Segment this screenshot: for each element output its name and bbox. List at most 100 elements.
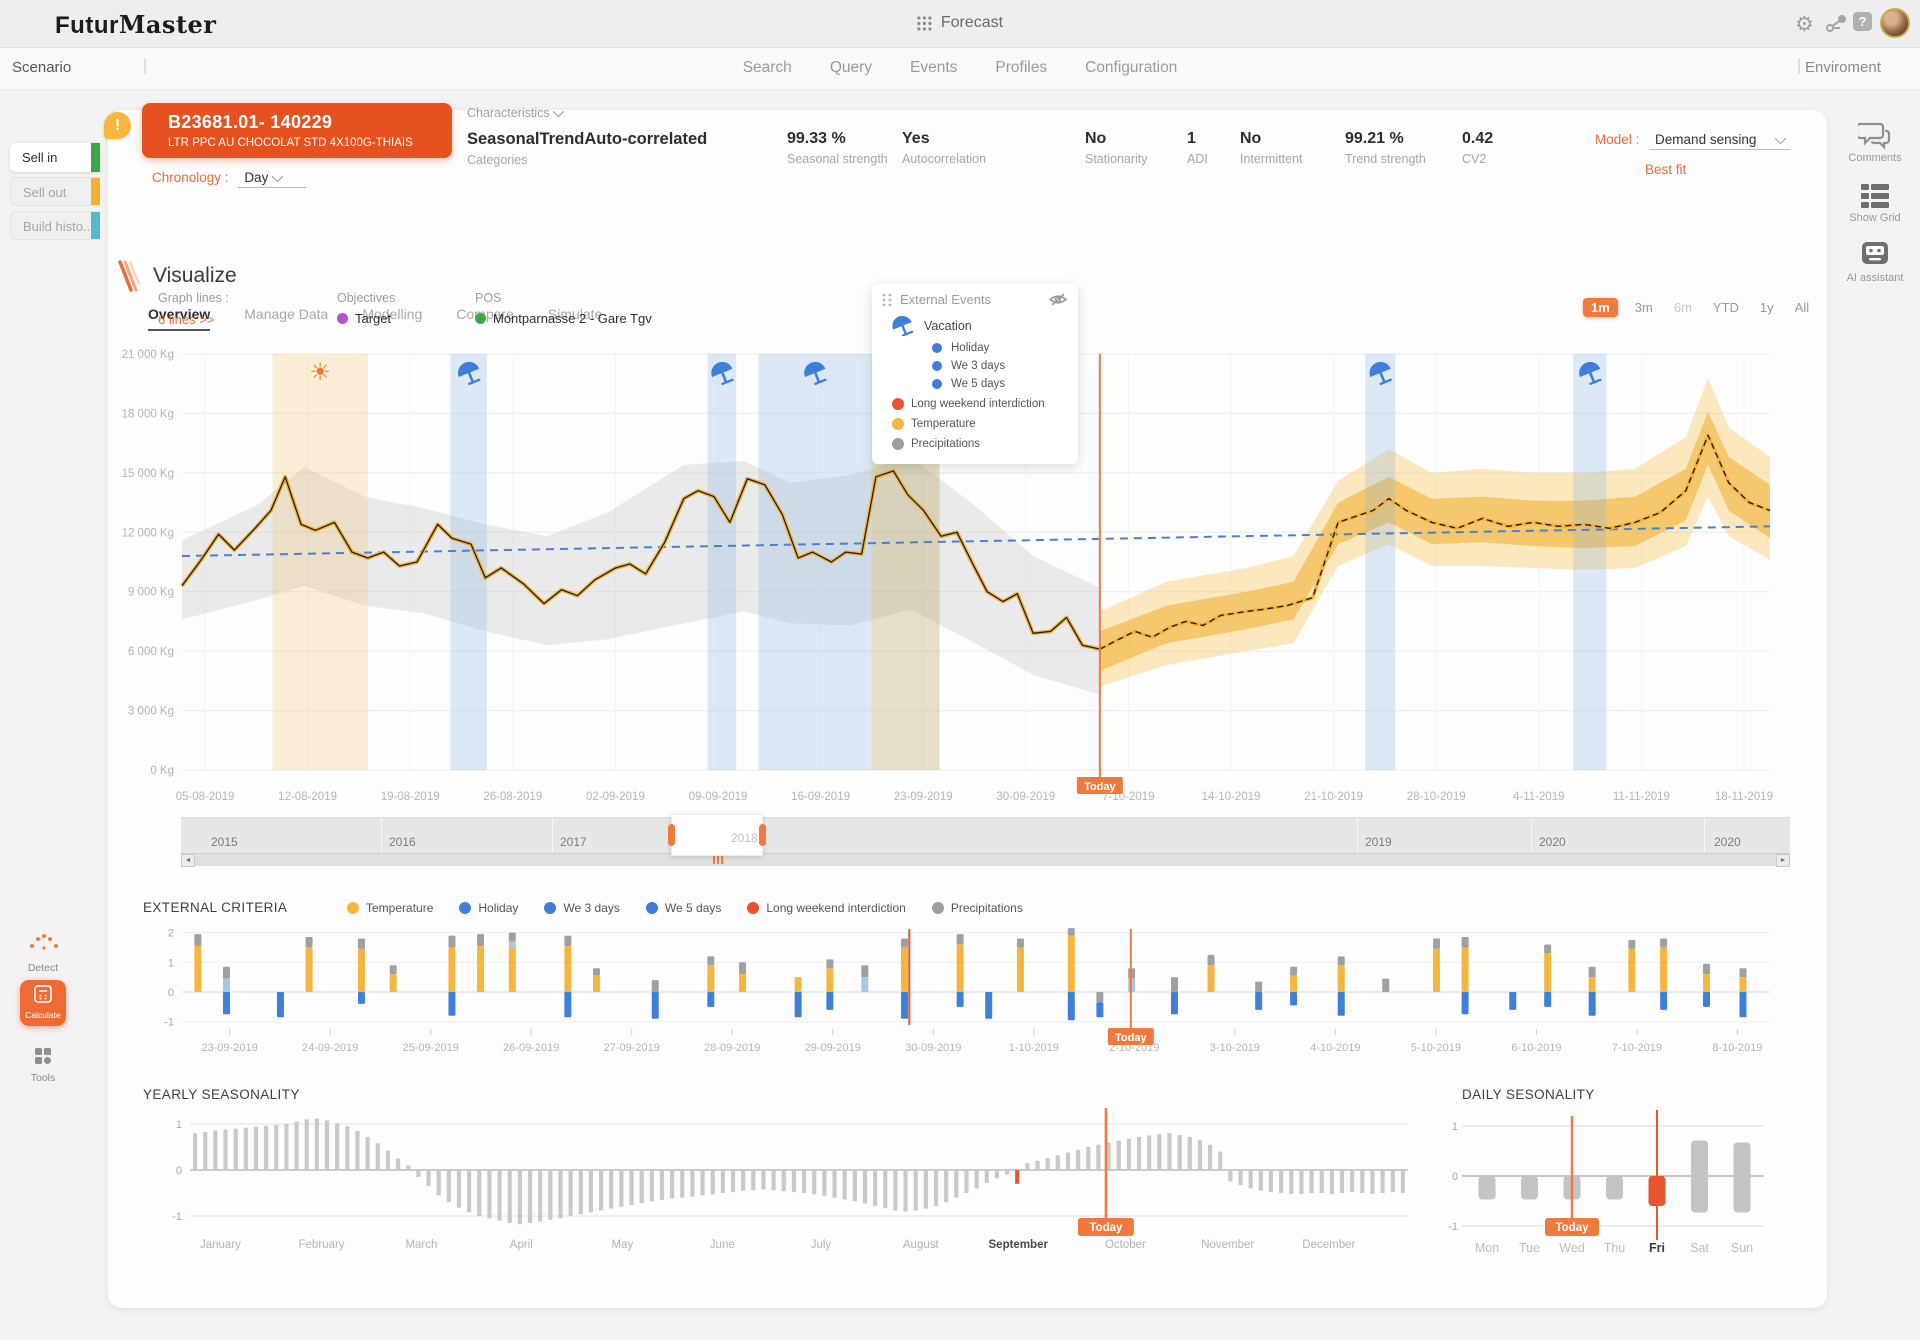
criteria-bar-segment[interactable] xyxy=(564,945,572,992)
side-tab-build-histo[interactable]: Build histo... xyxy=(10,211,100,240)
timeline-selection-window[interactable] xyxy=(668,814,766,856)
criteria-bar-segment[interactable] xyxy=(1739,992,1747,1018)
criteria-bar-segment[interactable] xyxy=(1739,977,1747,992)
criteria-bar-segment[interactable] xyxy=(739,974,747,992)
legend-we3days[interactable]: We 3 days xyxy=(544,901,620,915)
criteria-bar-segment[interactable] xyxy=(592,975,600,992)
criteria-bar-segment[interactable] xyxy=(276,992,284,1018)
yearly-bar[interactable] xyxy=(588,1170,594,1213)
yearly-bar[interactable] xyxy=(243,1127,248,1170)
timeline-bar[interactable]: 2015 2016 2017 2019 2020 2020 xyxy=(181,817,1790,854)
criteria-bar-segment[interactable] xyxy=(861,965,869,978)
yearly-bar[interactable] xyxy=(1076,1149,1081,1170)
range-all[interactable]: All xyxy=(1794,300,1810,315)
yearly-bar[interactable] xyxy=(274,1124,279,1170)
yearly-bar[interactable] xyxy=(801,1170,807,1193)
yearly-bar[interactable] xyxy=(822,1170,827,1196)
criteria-bar-segment[interactable] xyxy=(861,977,869,992)
criteria-bar-segment[interactable] xyxy=(1544,992,1552,1007)
range-1m[interactable]: 1m xyxy=(1583,298,1618,317)
yearly-bar[interactable] xyxy=(1289,1170,1294,1194)
criteria-bar-segment[interactable] xyxy=(1588,992,1596,1016)
yearly-bar[interactable] xyxy=(913,1170,918,1211)
yearly-bar[interactable] xyxy=(923,1170,928,1209)
yearly-bar[interactable] xyxy=(385,1150,391,1170)
yearly-bar[interactable] xyxy=(1126,1138,1131,1170)
timeline-range-selector[interactable]: 2015 2016 2017 2019 2020 2020 ◄ ► 2018 xyxy=(181,814,1790,867)
user-avatar[interactable] xyxy=(1880,8,1910,38)
yearly-bar[interactable] xyxy=(527,1170,533,1223)
yearly-bar[interactable] xyxy=(406,1165,411,1170)
yearly-bar[interactable] xyxy=(1207,1144,1213,1170)
yearly-bar[interactable] xyxy=(1279,1170,1284,1193)
vacation-group[interactable]: Vacation xyxy=(890,316,1078,336)
criteria-bar-segment[interactable] xyxy=(956,934,964,945)
criteria-bar-segment[interactable] xyxy=(1337,992,1345,1016)
criteria-bar-segment[interactable] xyxy=(1171,992,1178,1015)
yearly-bar[interactable] xyxy=(1157,1134,1162,1170)
criteria-bar-segment[interactable] xyxy=(1544,944,1552,954)
help-icon[interactable]: ? xyxy=(1853,12,1872,31)
criteria-bar-segment[interactable] xyxy=(794,992,802,1018)
criteria-bar-segment[interactable] xyxy=(1337,965,1345,992)
yearly-bar[interactable] xyxy=(467,1170,472,1213)
criteria-bar-segment[interactable] xyxy=(1067,928,1075,936)
yearly-bar[interactable] xyxy=(1268,1170,1274,1193)
yearly-bar[interactable] xyxy=(1106,1142,1111,1170)
event-band-umbrella[interactable] xyxy=(450,354,487,770)
criteria-bar-segment[interactable] xyxy=(1588,966,1596,978)
yearly-bar[interactable] xyxy=(365,1136,370,1170)
yearly-bar[interactable] xyxy=(690,1170,695,1197)
side-tab-sell-out[interactable]: Sell out xyxy=(10,177,100,206)
criteria-bar-segment[interactable] xyxy=(508,941,516,948)
criteria-bar-segment[interactable] xyxy=(1171,977,1178,992)
yearly-bar[interactable] xyxy=(1136,1136,1142,1170)
main-forecast-chart[interactable]: 21 000 Kg 18 000 Kg 15 000 Kg 12 000 Kg 9 00… xyxy=(120,340,1780,815)
tab-overview[interactable]: Overview xyxy=(148,306,211,331)
yearly-bar[interactable] xyxy=(1218,1151,1223,1170)
yearly-bar[interactable] xyxy=(314,1118,319,1170)
yearly-bar[interactable] xyxy=(436,1170,441,1196)
timeline-scroll-right[interactable]: ► xyxy=(1776,854,1790,867)
event-precipitations[interactable]: Precipitations xyxy=(892,438,1078,450)
external-events-panel[interactable]: External Events Vacation Holiday We 3 da… xyxy=(872,284,1078,464)
range-1y[interactable]: 1y xyxy=(1759,300,1774,315)
criteria-bar-segment[interactable] xyxy=(222,966,230,979)
yearly-bar[interactable] xyxy=(192,1133,198,1170)
criteria-bar-segment[interactable] xyxy=(194,934,202,946)
scenario-menu[interactable]: Scenario xyxy=(12,59,72,76)
criteria-bar-segment[interactable] xyxy=(194,945,202,992)
criteria-bar-segment[interactable] xyxy=(1544,953,1552,992)
criteria-bar-segment[interactable] xyxy=(508,947,516,992)
yearly-bar[interactable] xyxy=(933,1170,939,1206)
objective-target-label[interactable]: Target xyxy=(355,311,392,326)
criteria-bar-segment[interactable] xyxy=(1290,975,1298,992)
yearly-bar[interactable] xyxy=(700,1170,705,1196)
criteria-bar-segment[interactable] xyxy=(651,992,659,1019)
ai-assistant-icon[interactable] xyxy=(1860,240,1890,268)
pos-value-label[interactable]: Montparnasse 2 - Gare Tgv xyxy=(493,311,652,326)
yearly-bar[interactable] xyxy=(1248,1170,1253,1189)
criteria-bar-segment[interactable] xyxy=(477,934,485,946)
yearly-bar[interactable] xyxy=(1035,1160,1040,1170)
criteria-bar-segment[interactable] xyxy=(1588,977,1596,992)
yearly-bar[interactable] xyxy=(1329,1170,1334,1194)
daily-seasonality-chart[interactable]: 1 0 -1 Today Mon Tue Wed Thu Fri Sat Sun xyxy=(1448,1100,1778,1260)
nav-item-profiles[interactable]: Profiles xyxy=(995,59,1048,76)
yearly-bar[interactable] xyxy=(558,1170,563,1219)
event-we3days[interactable]: We 3 days xyxy=(932,360,1078,372)
criteria-bar-segment[interactable] xyxy=(1660,992,1668,1010)
yearly-bar[interactable] xyxy=(1228,1170,1233,1182)
criteria-bar-segment[interactable] xyxy=(1702,974,1710,992)
yearly-bar[interactable] xyxy=(741,1170,746,1191)
criteria-bar-segment[interactable] xyxy=(357,938,365,949)
yearly-bar[interactable] xyxy=(964,1170,969,1193)
tab-compare[interactable]: Compare xyxy=(456,306,514,322)
event-band-umbrella[interactable] xyxy=(707,354,737,770)
yearly-bar[interactable] xyxy=(680,1170,685,1198)
criteria-bar-segment[interactable] xyxy=(901,992,909,1019)
yearly-bar[interactable] xyxy=(375,1143,380,1170)
yearly-bar[interactable] xyxy=(1025,1163,1030,1170)
tab-simulate[interactable]: Simulate xyxy=(547,306,603,322)
yearly-bar[interactable] xyxy=(426,1170,431,1187)
